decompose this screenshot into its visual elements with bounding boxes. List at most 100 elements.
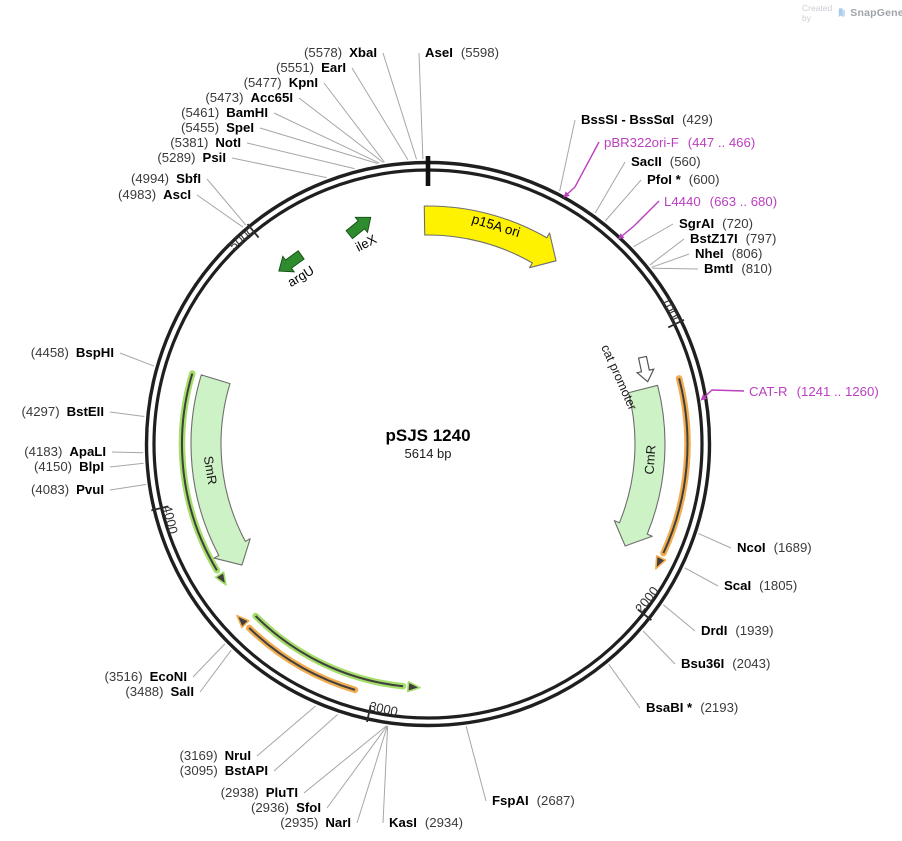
enzyme-label-SalI: (3488) SalI (125, 684, 194, 699)
enzyme-label-XbaI: (5578) XbaI (304, 45, 377, 60)
enzyme-label-SpeI: (5455) SpeI (181, 120, 254, 135)
watermark-created-by: Created by (802, 3, 833, 23)
enzyme-label-KasI: KasI (2934) (389, 815, 463, 830)
enzyme-label-FspAI: FspAI (2687) (492, 793, 575, 808)
tick-mark-2000 (637, 608, 652, 621)
feature-argU (278, 250, 305, 273)
enzyme-label-NarI: (2935) NarI (280, 815, 351, 830)
watermark-brand: SnapGene (850, 7, 902, 19)
primer-leader-CAT-R (704, 389, 745, 398)
tick-mark-5000 (246, 223, 260, 239)
leader-BssSI - BssSαI (559, 119, 576, 192)
feature-p15A-ori (423, 205, 557, 269)
leader-Acc65I (298, 97, 384, 163)
enzyme-label-PluTI: (2938) PluTI (221, 785, 298, 800)
orf-arrow-core-2 (254, 615, 404, 688)
leader-EcoNI (192, 643, 226, 678)
enzyme-label-SgrAI: SgrAI (720) (679, 216, 753, 231)
feature-label-cat-promoter: cat promoter (598, 343, 639, 413)
leader-PsiI (231, 157, 327, 179)
leader-SfoI (326, 725, 388, 809)
leader-SacII (594, 161, 626, 214)
leader-BamHI (273, 112, 380, 164)
leader-XbaI (382, 52, 417, 160)
leader-KpnI (323, 82, 385, 163)
leader-DrdI (663, 604, 696, 632)
leader-BsaBI * (608, 664, 641, 709)
feature-SmR (190, 374, 251, 566)
primer-label-L4440: L4440 (663 .. 680) (664, 194, 777, 209)
enzyme-label-NruI: (3169) NruI (180, 748, 252, 763)
tick-label-4000: 4000 (160, 504, 181, 536)
enzyme-label-EcoNI: (3516) EcoNI (105, 669, 188, 684)
primer-arrowhead-CAT-R (700, 394, 708, 401)
enzyme-label-BamHI: (5461) BamHI (181, 105, 268, 120)
enzyme-label-Acc65I: (5473) Acc65I (205, 90, 293, 105)
feature-cat-promoter (635, 355, 655, 383)
feature-ileX (345, 216, 372, 240)
leader-NruI (256, 705, 316, 757)
plasmid-size: 5614 bp (404, 446, 452, 461)
snapgene-logo-icon (839, 7, 846, 17)
enzyme-label-BssSI - BssSαI: BssSI - BssSαI (429) (581, 112, 713, 127)
enzyme-label-BstZ17I: BstZ17I (797) (690, 231, 776, 246)
enzyme-label-DrdI: DrdI (1939) (701, 623, 774, 638)
tick-label-1000: 1000 (659, 295, 685, 328)
primer-label-CAT-R: CAT-R (1241 .. 1260) (749, 384, 879, 399)
primer-label-pBR322ori-F: pBR322ori-F (447 .. 466) (604, 135, 755, 150)
leader-BspHI (119, 352, 155, 367)
leader-ApaLI (111, 451, 144, 454)
leader-SgrAI (633, 223, 674, 248)
primer-leader-pBR322ori-F (567, 141, 600, 195)
enzyme-label-NcoI: NcoI (1689) (737, 540, 812, 555)
orf-arrow-core-1 (181, 373, 218, 571)
leader-KasI (382, 726, 389, 824)
leader-BstZ17I (649, 238, 685, 266)
enzyme-label-BmtI: BmtI (810) (704, 261, 772, 276)
tick-mark-3000 (366, 704, 372, 723)
primer-arrowhead-pBR322ori-F (563, 191, 570, 198)
enzyme-label-BsaBI *: BsaBI * (2193) (646, 700, 738, 715)
feature-label-SmR: SmR (201, 455, 220, 486)
enzyme-label-SacII: SacII (560) (631, 154, 701, 169)
leader-SbfI (206, 178, 247, 226)
enzyme-label-BlpI: (4150) BlpI (34, 459, 104, 474)
orf-arrowhead-0 (655, 555, 667, 570)
enzyme-label-EarI: (5551) EarI (276, 60, 346, 75)
enzyme-label-NheI: NheI (806) (695, 246, 762, 261)
leader-FspAI (465, 726, 487, 802)
orf-arrow-core-3 (248, 627, 356, 691)
primer-arrowhead-L4440 (617, 233, 625, 240)
leader-BmtI (652, 267, 699, 270)
leader-PvuI (109, 484, 146, 491)
tick-label-2000: 2000 (632, 584, 662, 616)
enzyme-label-Bsu36I: Bsu36I (2043) (681, 656, 770, 671)
leader-SalI (199, 649, 232, 693)
enzyme-label-PfoI *: PfoI * (600) (647, 172, 720, 187)
leader-Bsu36I (642, 630, 676, 665)
enzyme-label-AseI: AseI (5598) (425, 45, 499, 60)
leader-PluTI (303, 725, 387, 794)
orf-arrow-outline-3 (245, 624, 359, 694)
snapgene-watermark: Created by SnapGene (802, 3, 902, 23)
enzyme-label-BstAPI: (3095) BstAPI (180, 763, 268, 778)
leader-PfoI * (604, 179, 642, 222)
leader-NcoI (698, 533, 732, 549)
tick-mark-1000 (667, 319, 685, 329)
leader-BlpI (109, 462, 144, 468)
enzyme-label-KpnI: (5477) KpnI (244, 75, 318, 90)
leader-BstEII (109, 411, 145, 417)
tick-label-3000: 3000 (368, 698, 399, 719)
enzyme-label-SfoI: (2936) SfoI (251, 800, 321, 815)
leader-AscI (196, 194, 244, 228)
orf-arrowhead-1 (214, 571, 227, 586)
orf-arrowhead-3 (236, 614, 250, 629)
leader-NheI (651, 253, 690, 268)
leader-SpeI (259, 127, 378, 164)
feature-label-CmR: CmR (641, 444, 658, 475)
tick-label-5000: 5000 (226, 223, 258, 253)
orf-arrow-core-0 (662, 378, 689, 554)
orf-arrowhead-2 (406, 681, 421, 693)
